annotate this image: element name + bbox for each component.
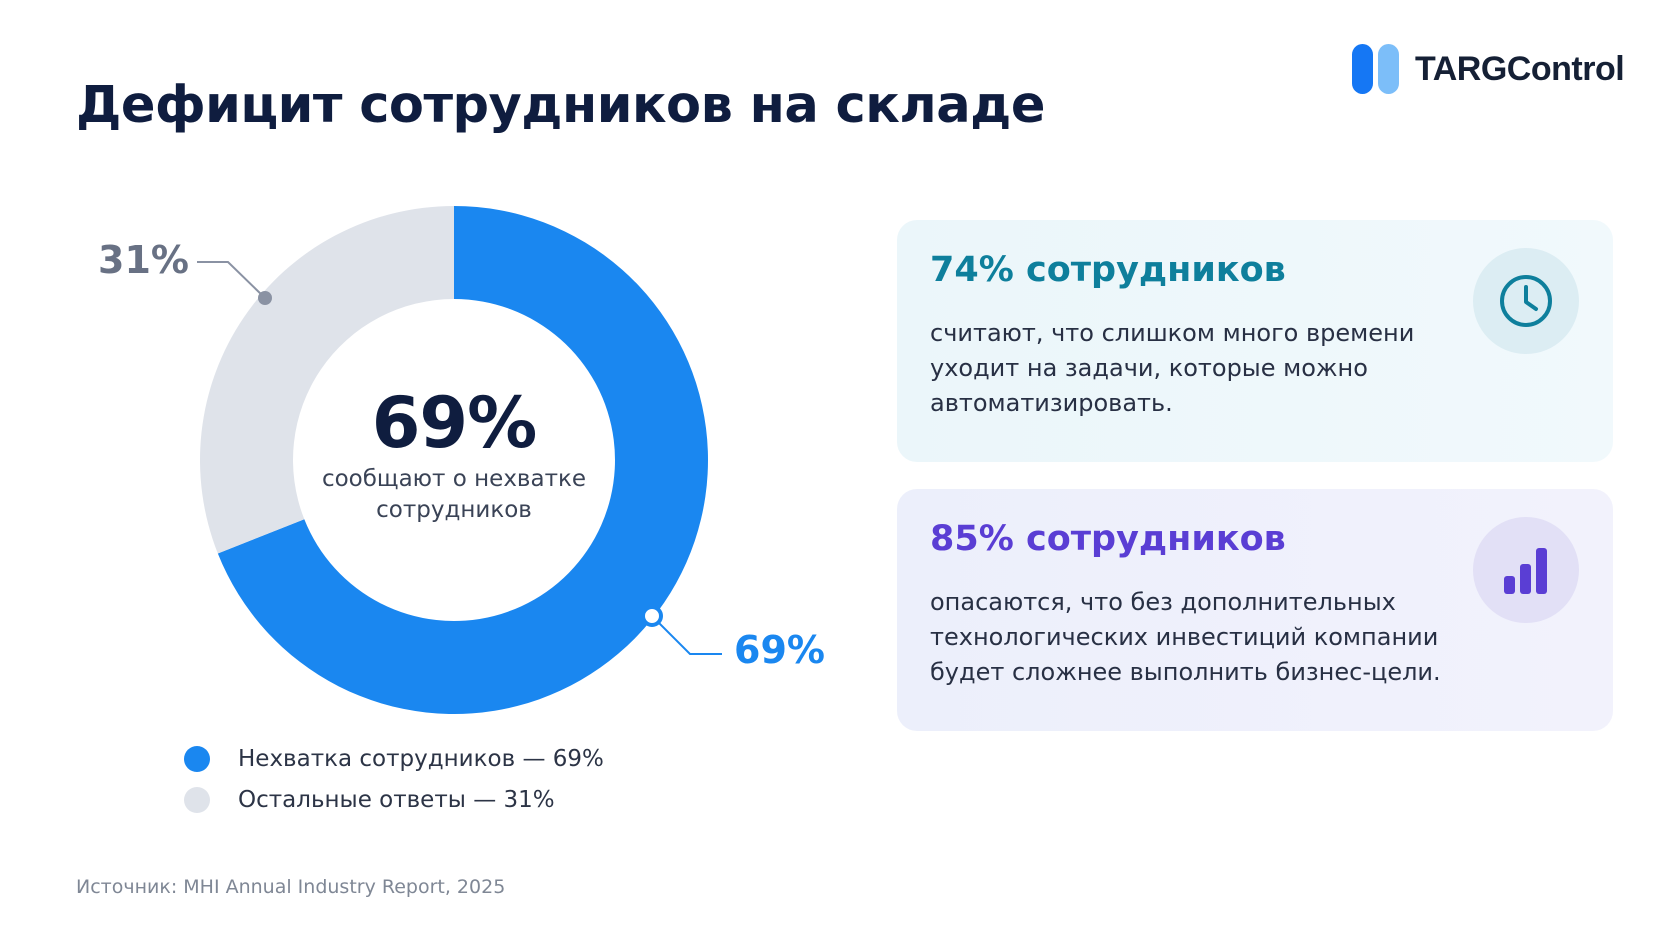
donut-chart <box>197 206 722 715</box>
page-title: Дефицит сотрудников на складе <box>76 76 1045 135</box>
brand-name: TARGControl <box>1415 49 1625 88</box>
legend-swatch-other <box>184 786 210 813</box>
legend-item-other: Остальные ответы — 31% <box>184 779 604 820</box>
legend-label-shortage: Нехватка сотрудников — 69% <box>238 745 604 772</box>
donut-slice-shortage <box>217 206 709 715</box>
bar-chart-icon <box>1473 517 1579 623</box>
slice-label-shortage: 69% <box>734 628 825 672</box>
legend-item-shortage: Нехватка сотрудников — 69% <box>184 738 604 779</box>
center-value: 69% <box>371 382 538 464</box>
slice-label-other: 31% <box>98 238 189 282</box>
stat-card-automation: 74% сотрудников считают, что слишком мно… <box>897 220 1613 462</box>
donut-center: 69% сообщают о нехватке сотрудников <box>304 382 604 526</box>
brand-logo-icon <box>1352 44 1399 94</box>
stat-card-text: считают, что слишком много времени уходи… <box>930 319 1415 417</box>
leader-dot-minor <box>258 291 272 305</box>
stat-card-title: 85% сотрудников <box>930 519 1286 559</box>
legend-swatch-shortage <box>184 745 210 772</box>
leader-line-minor <box>197 261 266 299</box>
leader-line-major <box>651 615 722 655</box>
stat-card-text: опасаются, что без дополнительных технол… <box>930 588 1441 686</box>
center-caption-line-2: сотрудников <box>376 497 532 523</box>
chart-legend: Нехватка сотрудников — 69% Остальные отв… <box>184 738 604 820</box>
stat-card-investment: 85% сотрудников опасаются, что без допол… <box>897 489 1613 731</box>
brand-logo: TARGControl <box>1352 44 1625 94</box>
legend-label-other: Остальные ответы — 31% <box>238 786 555 813</box>
leader-dot-major <box>641 605 663 627</box>
stat-card-title: 74% сотрудников <box>930 250 1286 290</box>
source-note: Источник: MHI Annual Industry Report, 20… <box>76 876 506 898</box>
clock-icon <box>1473 248 1579 354</box>
center-caption-line-1: сообщают о нехватке <box>321 466 587 492</box>
